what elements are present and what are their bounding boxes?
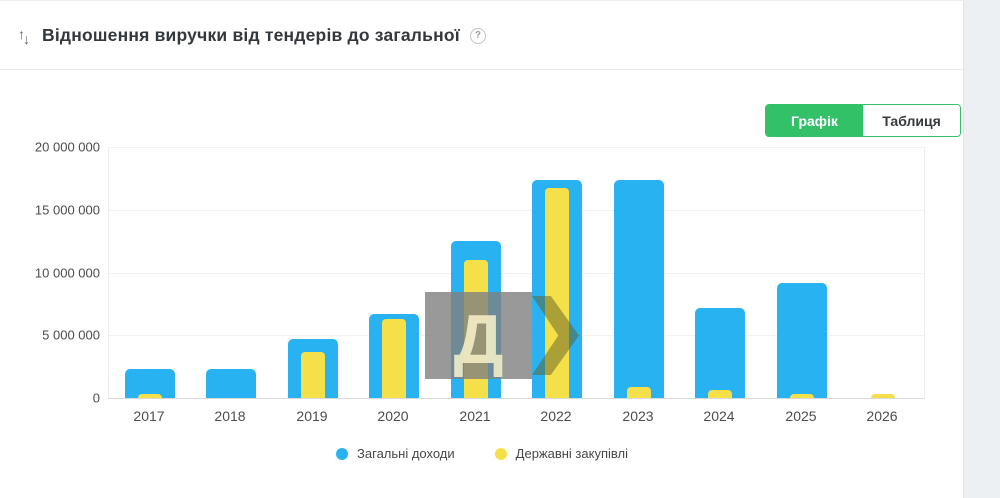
sort-arrows-icon: ↑ ↓	[18, 25, 30, 47]
view-toggle: Графік Таблиця	[765, 104, 961, 137]
x-tick-label-2025: 2025	[785, 408, 817, 424]
legend-dot-yellow	[494, 447, 507, 460]
bar-procurement-2025[interactable]	[790, 394, 814, 398]
tab-chart[interactable]: Графік	[766, 105, 863, 136]
y-tick-label: 20 000 000	[34, 139, 100, 155]
y-tick-label: 10 000 000	[34, 265, 100, 281]
chart-widget-card: ↑ ↓ Відношення виручки від тендерів до з…	[0, 0, 964, 498]
watermark-logo: Д	[425, 292, 532, 379]
widget-header: ↑ ↓ Відношення виручки від тендерів до з…	[0, 1, 963, 70]
bar-procurement-2026[interactable]	[871, 394, 895, 398]
help-icon[interactable]: ?	[469, 27, 486, 44]
x-tick-label-2024: 2024	[703, 408, 735, 424]
x-tick-label-2021: 2021	[459, 408, 491, 424]
tab-table[interactable]: Таблиця	[863, 105, 960, 136]
x-tick-label-2019: 2019	[296, 408, 328, 424]
page-title: Відношення виручки від тендерів до загал…	[42, 25, 460, 45]
x-tick-label-2022: 2022	[540, 408, 572, 424]
legend-label-total-income: Загальні доходи	[357, 446, 455, 461]
legend-item-procurement[interactable]: Державні закупівлі	[494, 446, 628, 461]
gridline	[109, 210, 924, 211]
watermark-letter: Д	[453, 299, 504, 378]
y-tick-label: 5 000 000	[42, 327, 100, 343]
legend: Загальні доходи Державні закупівлі	[0, 446, 964, 461]
legend-label-procurement: Державні закупівлі	[515, 446, 628, 461]
y-axis: 20 000 000 15 000 000 10 000 000 5 000 000 0	[0, 140, 100, 406]
legend-dot-blue	[336, 447, 349, 460]
x-tick-label-2023: 2023	[622, 408, 654, 424]
bar-total-income-2017[interactable]	[125, 369, 175, 398]
x-tick-label-2017: 2017	[133, 408, 165, 424]
bar-total-income-2023[interactable]	[614, 180, 664, 398]
bar-procurement-2020[interactable]	[382, 319, 406, 398]
bar-procurement-2017[interactable]	[138, 394, 162, 398]
x-tick-label-2020: 2020	[377, 408, 409, 424]
bar-total-income-2018[interactable]	[206, 369, 256, 398]
bar-total-income-2025[interactable]	[777, 283, 827, 398]
y-tick-label: 0	[92, 390, 100, 406]
gridline	[109, 273, 924, 274]
x-tick-label-2026: 2026	[866, 408, 898, 424]
title-row: ↑ ↓ Відношення виручки від тендерів до з…	[18, 25, 486, 46]
bar-procurement-2023[interactable]	[627, 387, 651, 398]
bar-procurement-2019[interactable]	[301, 352, 325, 398]
x-tick-label-2018: 2018	[214, 408, 246, 424]
bar-total-income-2024[interactable]	[695, 308, 745, 398]
legend-item-total-income[interactable]: Загальні доходи	[336, 446, 455, 461]
bar-procurement-2024[interactable]	[708, 390, 732, 398]
gridline	[109, 147, 924, 148]
y-tick-label: 15 000 000	[34, 202, 100, 218]
